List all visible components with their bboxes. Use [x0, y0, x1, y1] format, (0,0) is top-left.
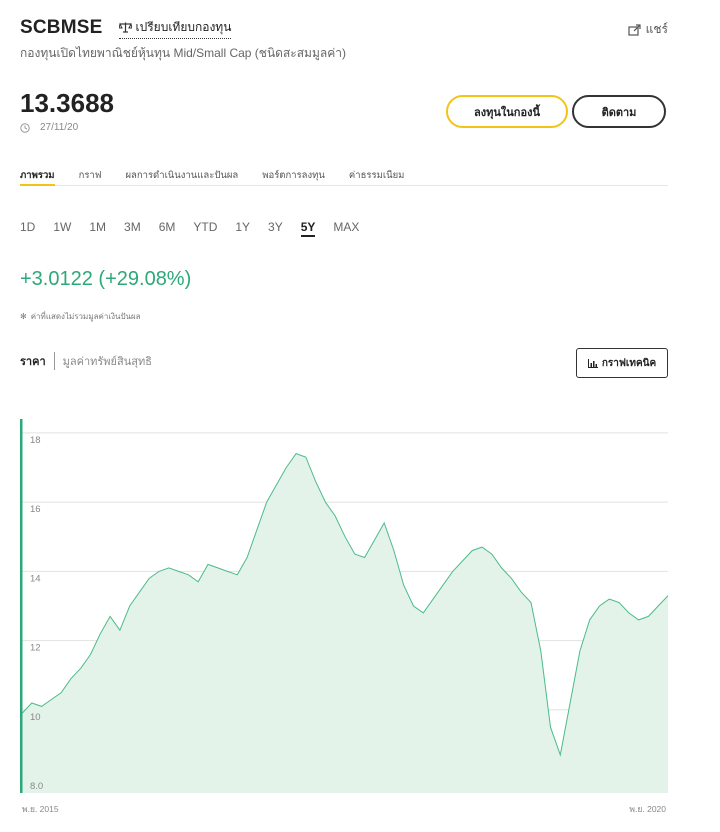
tab-overview[interactable]: ภาพรวม: [20, 170, 55, 186]
price-change: +3.0122 (+29.08%): [20, 268, 191, 291]
price-chart: 18 16 14 12 10 8.0 พ.ย. 2015 พ.ย. 2020: [20, 419, 669, 814]
y-tick-label: 18: [30, 435, 41, 446]
y-axis-ticks: 18 16 14 12 10 8.0: [30, 435, 43, 792]
title-row: SCBMSE เปรียบเทียบกองทุน แชร์: [20, 16, 668, 40]
range-1m[interactable]: 1M: [89, 220, 107, 234]
tab-portfolio[interactable]: พอร์ตการลงทุน: [262, 170, 325, 181]
compare-link[interactable]: เปรียบเทียบกองทุน: [118, 18, 232, 39]
price-date-row: 27/11/20: [20, 122, 78, 133]
tab-fees[interactable]: ค่าธรรมเนียม: [348, 170, 405, 181]
note-text: ค่าที่แสดงไม่รวมมูลค่าเงินปันผล: [30, 312, 141, 321]
share-button[interactable]: แชร์: [628, 20, 668, 39]
dividend-note: ✻ ค่าที่แสดงไม่รวมมูลค่าเงินปันผล: [20, 310, 141, 323]
invest-button[interactable]: ลงทุนในกองนี้: [446, 95, 568, 128]
y-tick-label: 16: [30, 504, 41, 515]
price-line[interactable]: [21, 453, 669, 757]
x-end-label: พ.ย. 2020: [629, 804, 666, 814]
range-3m[interactable]: 3M: [124, 220, 141, 234]
section-tabs: ภาพรวม กราฟ ผลการดำเนินงานและปันผล พอร์ต…: [20, 170, 668, 186]
range-6m[interactable]: 6M: [158, 220, 176, 234]
change-value: +3.0122: [20, 268, 93, 290]
price-area: [22, 453, 668, 793]
share-icon: [628, 23, 641, 36]
change-percent: (+29.08%): [98, 268, 192, 290]
mode-price[interactable]: ราคา: [20, 352, 55, 370]
share-label: แชร์: [645, 22, 668, 36]
range-1d[interactable]: 1D: [20, 220, 36, 234]
range-selector: 1D 1W 1M 3M 6M YTD 1Y 3Y 5Y MAX: [20, 220, 377, 237]
y-tick-label: 12: [30, 643, 41, 654]
chart-mode-toggle: ราคา มูลค่าทรัพย์สินสุทธิ: [20, 352, 152, 370]
x-start-label: พ.ย. 2015: [22, 804, 59, 814]
note-asterisk: ✻: [20, 312, 27, 321]
header: SCBMSE เปรียบเทียบกองทุน แชร์ กองทุนเปิด…: [20, 16, 668, 63]
bar-chart-icon: [587, 358, 598, 368]
clock-icon: [20, 122, 30, 133]
y-tick-label: 8.0: [30, 781, 43, 792]
range-5y[interactable]: 5Y: [300, 220, 316, 237]
compare-label: เปรียบเทียบกองทุน: [135, 19, 232, 34]
technical-label: กราฟเทคนิค: [601, 357, 657, 369]
scale-icon: [118, 22, 132, 33]
range-max[interactable]: MAX: [333, 220, 360, 234]
range-1w[interactable]: 1W: [53, 220, 72, 234]
y-tick-label: 10: [30, 712, 41, 723]
chart-left-marker: [20, 419, 23, 793]
fund-code: SCBMSE: [20, 17, 103, 38]
technical-chart-button[interactable]: กราฟเทคนิค: [576, 348, 668, 378]
tab-performance[interactable]: ผลการดำเนินงานและปันผล: [125, 170, 239, 181]
nav-price: 13.3688: [20, 88, 114, 118]
range-ytd[interactable]: YTD: [193, 220, 218, 234]
mode-nav[interactable]: มูลค่าทรัพย์สินสุทธิ: [62, 356, 152, 368]
range-3y[interactable]: 3Y: [268, 220, 283, 234]
fund-name: กองทุนเปิดไทยพาณิชย์หุ้นทุน Mid/Small Ca…: [20, 46, 346, 60]
follow-button[interactable]: ติดตาม: [572, 95, 666, 128]
price-date: 27/11/20: [40, 122, 79, 133]
tab-chart[interactable]: กราฟ: [78, 170, 102, 181]
range-1y[interactable]: 1Y: [235, 220, 251, 234]
y-tick-label: 14: [30, 573, 41, 584]
